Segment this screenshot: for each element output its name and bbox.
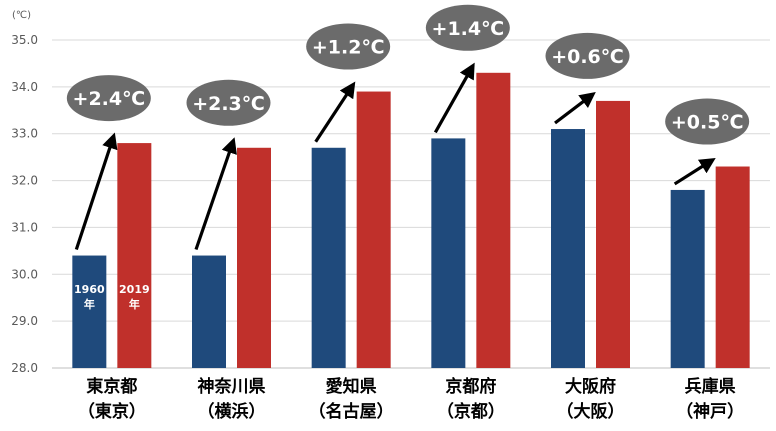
- bar-2019: [117, 143, 152, 368]
- y-axis-unit-label: (℃): [12, 10, 31, 21]
- annotation-layer: +2.4℃ +2.3℃ +1.2℃ +1.4℃ +0.6℃ +0.5℃: [66, 4, 750, 145]
- series-label: 1960: [74, 283, 105, 296]
- series-label: 2019: [119, 283, 150, 296]
- grid-layer: [52, 39, 770, 369]
- y-tick-label: 31.0: [11, 220, 38, 234]
- bar-2019: [715, 166, 750, 368]
- change-arrow: [433, 62, 475, 134]
- category-label: 大阪府: [565, 376, 616, 397]
- change-arrow: [194, 137, 237, 251]
- delta-label: +1.4℃: [432, 18, 505, 40]
- category-sublabel: （東京）: [78, 401, 146, 422]
- y-tick-label: 29.0: [11, 314, 38, 328]
- bar-1960: [311, 147, 346, 368]
- bar-1960: [431, 138, 466, 368]
- delta-bubble: [665, 98, 750, 145]
- category-sublabel: （神戸）: [676, 401, 744, 422]
- change-arrow: [554, 92, 596, 125]
- category-label: 京都府: [445, 376, 496, 397]
- delta-label: +2.3℃: [192, 93, 265, 115]
- bar-1960: [670, 189, 705, 368]
- y-tick-label: 33.0: [11, 127, 38, 141]
- category-label: 愛知県: [326, 376, 377, 397]
- delta-bubble: [66, 75, 151, 122]
- delta-label: +2.4℃: [73, 88, 146, 110]
- delta-bubble: [186, 79, 271, 126]
- delta-bubble: [545, 32, 630, 79]
- category-label: 神奈川県: [198, 376, 266, 397]
- delta-bubble: [306, 23, 391, 70]
- bar-1960: [551, 129, 585, 368]
- category-sublabel: （大阪）: [557, 401, 625, 422]
- category-sublabel: （京都）: [437, 401, 505, 422]
- y-tick-label: 34.0: [11, 80, 38, 94]
- bar-2019: [596, 100, 630, 369]
- x-axis: 東京都 （東京） 神奈川県 （横浜） 愛知県 （名古屋） 京都府 （京都） 大阪府 （大阪） 兵庫県…: [78, 376, 744, 422]
- bar-2019: [356, 91, 391, 369]
- y-axis: (℃) 28.0 29.0 30.0 31.0 32.0 33.0 34.0 35.0: [11, 10, 770, 375]
- category-label: 東京都: [86, 376, 137, 397]
- bar-2019: [476, 72, 511, 369]
- series-label-unit: 年: [129, 297, 140, 311]
- y-tick-label: 28.0: [11, 361, 38, 375]
- change-arrow: [314, 81, 356, 143]
- y-tick-label: 30.0: [11, 267, 38, 281]
- category-label: 兵庫県: [685, 376, 736, 397]
- category-sublabel: （名古屋）: [309, 401, 394, 422]
- series-label-unit: 年: [84, 297, 95, 311]
- bar-2019: [237, 147, 271, 368]
- delta-bubble: [425, 4, 510, 51]
- delta-label: +0.5℃: [671, 112, 744, 134]
- delta-label: +0.6℃: [551, 46, 624, 68]
- y-tick-label: 35.0: [11, 33, 38, 47]
- y-tick-label: 32.0: [11, 174, 38, 188]
- change-arrow: [74, 132, 118, 251]
- bar-1960: [72, 255, 107, 368]
- category-sublabel: （横浜）: [198, 401, 266, 422]
- delta-label: +1.2℃: [312, 37, 385, 59]
- bar-1960: [192, 255, 226, 368]
- arrow-layer: [74, 62, 716, 251]
- change-arrow: [673, 157, 716, 186]
